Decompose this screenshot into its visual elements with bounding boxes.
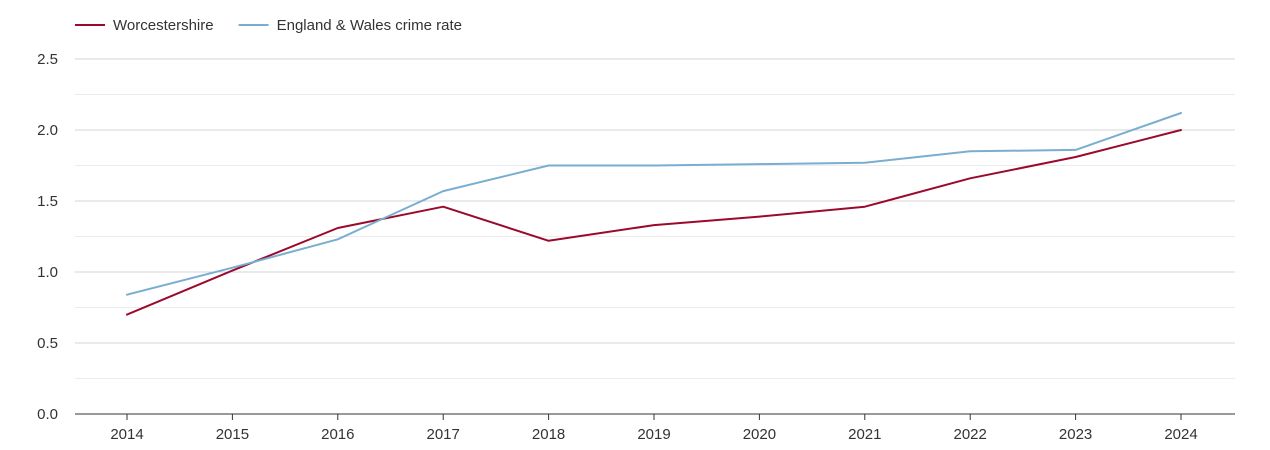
x-tick-label: 2021 xyxy=(848,426,881,443)
legend: Worcestershire England & Wales crime rate xyxy=(75,17,462,34)
x-tick-label: 2020 xyxy=(743,426,776,443)
x-tick-label: 2023 xyxy=(1059,426,1092,443)
legend-label-worcestershire: Worcestershire xyxy=(113,17,214,34)
legend-label-england-wales-crime-rate: England & Wales crime rate xyxy=(277,17,462,34)
y-tick-label: 0.5 xyxy=(37,335,58,352)
x-tick-label: 2014 xyxy=(110,426,143,443)
y-tick-label: 1.5 xyxy=(37,193,58,210)
x-tick-label: 2022 xyxy=(954,426,987,443)
y-tick-label: 1.0 xyxy=(37,264,58,281)
gridlines xyxy=(75,58,1235,379)
x-tick-label: 2017 xyxy=(427,426,460,443)
x-tick-label: 2019 xyxy=(637,426,670,443)
series-line-england-wales-crime-rate xyxy=(126,112,1182,296)
y-tick-label: 2.0 xyxy=(37,122,58,139)
x-tick-label: 2024 xyxy=(1164,426,1197,443)
y-tick-label: 0.0 xyxy=(37,406,58,423)
y-tick-label: 2.5 xyxy=(37,51,58,68)
x-tick-label: 2015 xyxy=(216,426,249,443)
series-layer xyxy=(126,112,1182,316)
x-tick-label: 2018 xyxy=(532,426,565,443)
y-axis: 0.0 0.5 1.0 1.5 2.0 2.5 xyxy=(37,51,58,423)
series-line-worcestershire xyxy=(126,129,1182,316)
x-axis: 2014 2015 2016 2017 2018 2019 2020 2021 2022 2023… xyxy=(75,413,1235,443)
x-tick-label: 2016 xyxy=(321,426,354,443)
